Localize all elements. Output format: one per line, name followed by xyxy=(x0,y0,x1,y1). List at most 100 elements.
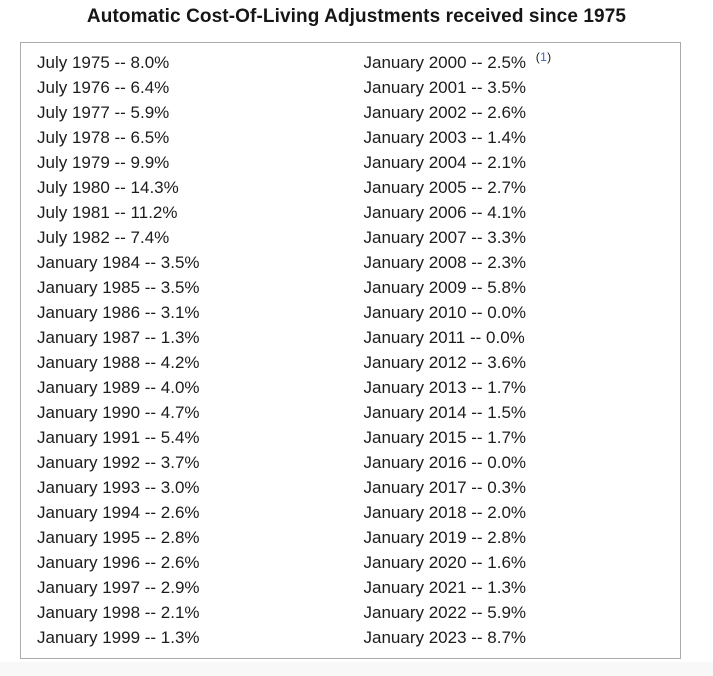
cola-entry-text: January 2005 -- 2.7% xyxy=(363,178,527,197)
cola-entry-text: January 1986 -- 3.1% xyxy=(37,303,200,322)
cola-row: January 1994 -- 2.6% xyxy=(21,500,351,525)
cola-row: January 2007 -- 3.3% xyxy=(351,225,681,250)
cola-entry-text: January 2015 -- 1.7% xyxy=(363,428,527,447)
cola-entry-text: January 2011 -- 0.0% xyxy=(363,328,525,347)
cola-row: January 2023 -- 8.7% xyxy=(351,625,681,650)
cola-entry-text: January 1999 -- 1.3% xyxy=(37,628,200,647)
cola-entry-text: January 2020 -- 1.6% xyxy=(363,553,527,572)
cola-row: January 1986 -- 3.1% xyxy=(21,300,351,325)
cola-row: January 1987 -- 1.3% xyxy=(21,325,351,350)
cola-entry-text: January 2016 -- 0.0% xyxy=(363,453,527,472)
cola-row: July 1978 -- 6.5% xyxy=(21,125,351,150)
cola-entry-text: January 1992 -- 3.7% xyxy=(37,453,200,472)
cola-list-box: July 1975 -- 8.0% July 1976 -- 6.4% July… xyxy=(20,42,681,659)
cola-row: January 2016 -- 0.0% xyxy=(351,450,681,475)
cola-entry-text: January 2008 -- 2.3% xyxy=(363,253,527,272)
cola-entry-text: January 1998 -- 2.1% xyxy=(37,603,200,622)
cola-row: July 1982 -- 7.4% xyxy=(21,225,351,250)
cola-row: January 2020 -- 1.6% xyxy=(351,550,681,575)
cola-row: January 1985 -- 3.5% xyxy=(21,275,351,300)
cola-entry-text: July 1976 -- 6.4% xyxy=(37,78,170,97)
cola-entry-text: January 1994 -- 2.6% xyxy=(37,503,200,522)
cola-row: January 2000 -- 2.5% (1) xyxy=(351,50,681,75)
cola-row: January 1995 -- 2.8% xyxy=(21,525,351,550)
cola-row: July 1977 -- 5.9% xyxy=(21,100,351,125)
cola-entry-text: January 2009 -- 5.8% xyxy=(363,278,527,297)
cola-row: January 2021 -- 1.3% xyxy=(351,575,681,600)
cola-entry-text: January 2012 -- 3.6% xyxy=(363,353,527,372)
cola-entry-text: January 1991 -- 5.4% xyxy=(37,428,200,447)
cola-row: January 1988 -- 4.2% xyxy=(21,350,351,375)
cola-entry-text: January 2023 -- 8.7% xyxy=(363,628,527,647)
cola-row: January 2008 -- 2.3% xyxy=(351,250,681,275)
cola-entry-text: January 2010 -- 0.0% xyxy=(363,303,527,322)
cola-entry-text: January 2007 -- 3.3% xyxy=(363,228,527,247)
cola-row: January 1992 -- 3.7% xyxy=(21,450,351,475)
cola-entry-text: January 2022 -- 5.9% xyxy=(363,603,527,622)
cola-entry-text: January 1993 -- 3.0% xyxy=(37,478,200,497)
cola-row: January 2022 -- 5.9% xyxy=(351,600,681,625)
footnote-close-paren: ) xyxy=(547,50,552,65)
cola-entry-text: January 2018 -- 2.0% xyxy=(363,503,527,522)
cola-row: January 2015 -- 1.7% xyxy=(351,425,681,450)
cola-entry-text: July 1981 -- 11.2% xyxy=(37,203,178,222)
cola-row: July 1981 -- 11.2% xyxy=(21,200,351,225)
cola-entry-text: January 1984 -- 3.5% xyxy=(37,253,200,272)
cola-row: January 2002 -- 2.6% xyxy=(351,100,681,125)
cola-entry-text: July 1979 -- 9.9% xyxy=(37,153,170,172)
cola-entry-text: July 1975 -- 8.0% xyxy=(37,53,170,72)
cola-column-right: January 2000 -- 2.5% (1) January 2001 --… xyxy=(351,50,681,650)
cola-entry-text: January 1989 -- 4.0% xyxy=(37,378,200,397)
cola-entry-text: January 2021 -- 1.3% xyxy=(363,578,527,597)
cola-row: January 2005 -- 2.7% xyxy=(351,175,681,200)
cola-entry-text: January 1985 -- 3.5% xyxy=(37,278,200,297)
cola-row: January 2010 -- 0.0% xyxy=(351,300,681,325)
page-bottom-strip xyxy=(0,662,713,676)
cola-row: January 2019 -- 2.8% xyxy=(351,525,681,550)
cola-row: July 1975 -- 8.0% xyxy=(21,50,351,75)
cola-entry-text: January 2013 -- 1.7% xyxy=(363,378,527,397)
footnote-open-paren: ( xyxy=(535,50,541,65)
cola-entry-text: January 2019 -- 2.8% xyxy=(363,528,527,547)
cola-row: January 1998 -- 2.1% xyxy=(21,600,351,625)
cola-row: January 2018 -- 2.0% xyxy=(351,500,681,525)
cola-entry-text: July 1982 -- 7.4% xyxy=(37,228,170,247)
cola-row: January 1991 -- 5.4% xyxy=(21,425,351,450)
cola-row: January 2011 -- 0.0% xyxy=(351,325,681,350)
cola-row: January 1999 -- 1.3% xyxy=(21,625,351,650)
cola-row: January 2012 -- 3.6% xyxy=(351,350,681,375)
cola-entry-text: January 1988 -- 4.2% xyxy=(37,353,200,372)
cola-row: January 2013 -- 1.7% xyxy=(351,375,681,400)
cola-row: January 1996 -- 2.6% xyxy=(21,550,351,575)
cola-row: January 1984 -- 3.5% xyxy=(21,250,351,275)
cola-entry-text: January 1995 -- 2.8% xyxy=(37,528,200,547)
cola-row: July 1980 -- 14.3% xyxy=(21,175,351,200)
cola-entry-text: January 2001 -- 3.5% xyxy=(363,78,527,97)
cola-entry-text: January 2003 -- 1.4% xyxy=(363,128,527,147)
cola-row: January 2006 -- 4.1% xyxy=(351,200,681,225)
cola-entry-text: July 1977 -- 5.9% xyxy=(37,103,170,122)
cola-row: January 1990 -- 4.7% xyxy=(21,400,351,425)
cola-row: July 1979 -- 9.9% xyxy=(21,150,351,175)
cola-row: July 1976 -- 6.4% xyxy=(21,75,351,100)
cola-row: January 2001 -- 3.5% xyxy=(351,75,681,100)
cola-row: January 1997 -- 2.9% xyxy=(21,575,351,600)
cola-row: January 2003 -- 1.4% xyxy=(351,125,681,150)
cola-entry-text: January 2014 -- 1.5% xyxy=(363,403,527,422)
cola-row: January 2009 -- 5.8% xyxy=(351,275,681,300)
cola-row: January 2004 -- 2.1% xyxy=(351,150,681,175)
page-title: Automatic Cost-Of-Living Adjustments rec… xyxy=(86,6,627,27)
cola-entry-text: January 1997 -- 2.9% xyxy=(37,578,200,597)
footnote-link[interactable]: 1 xyxy=(540,50,548,65)
cola-entry-text: July 1978 -- 6.5% xyxy=(37,128,170,147)
cola-entry-text: January 2002 -- 2.6% xyxy=(363,103,527,122)
cola-entry-text: January 1990 -- 4.7% xyxy=(37,403,200,422)
cola-row: January 1993 -- 3.0% xyxy=(21,475,351,500)
cola-entry-text: January 2006 -- 4.1% xyxy=(363,203,527,222)
footnote-ref[interactable]: (1) xyxy=(536,50,552,64)
cola-entry-text: January 2017 -- 0.3% xyxy=(363,478,527,497)
cola-entry-text: July 1980 -- 14.3% xyxy=(37,178,179,197)
cola-column-left: July 1975 -- 8.0% July 1976 -- 6.4% July… xyxy=(21,50,351,650)
cola-row: January 1989 -- 4.0% xyxy=(21,375,351,400)
cola-row: January 2017 -- 0.3% xyxy=(351,475,681,500)
